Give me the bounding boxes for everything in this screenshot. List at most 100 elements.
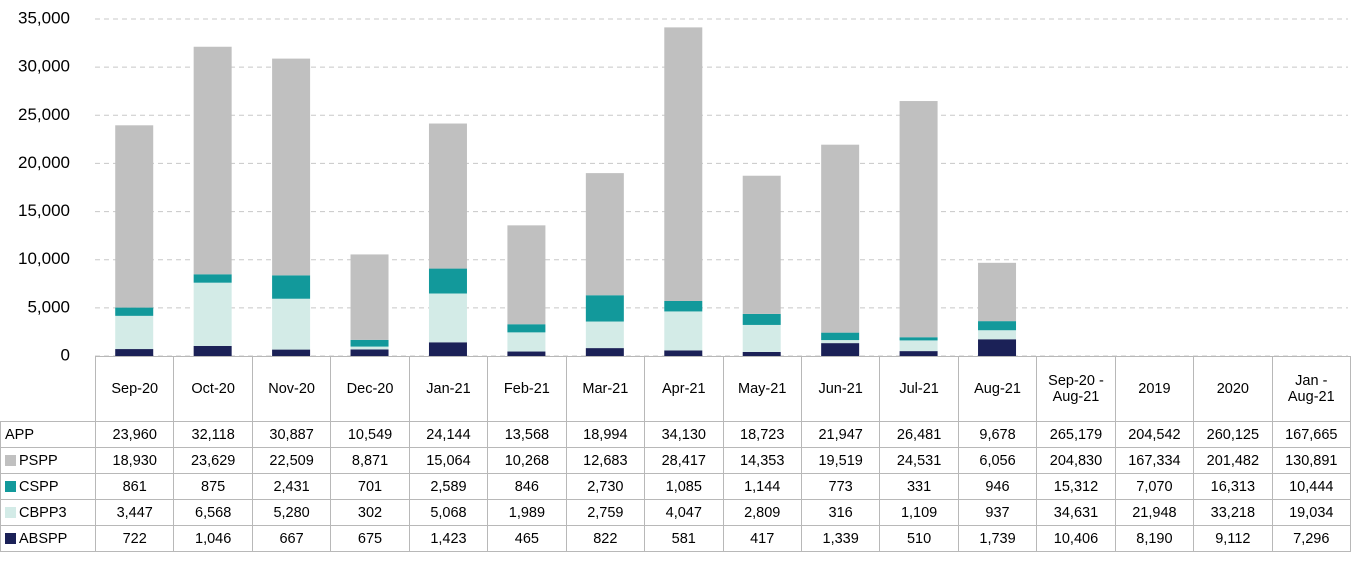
table-cell: 21,947 bbox=[800, 421, 881, 448]
table-row: ABSPP 722 1,046 667 675 1,423 465 822 581 417 1,33… bbox=[0, 525, 1351, 552]
table-cell: 33,218 bbox=[1193, 499, 1273, 526]
bar-segment bbox=[821, 144, 860, 333]
table-cell: 2,589 bbox=[408, 473, 489, 500]
bar-segment bbox=[585, 295, 624, 322]
legend-swatch bbox=[5, 532, 16, 544]
table-cell: 2,730 bbox=[565, 473, 646, 500]
bar-segment bbox=[978, 321, 1017, 331]
bar-segment bbox=[193, 282, 232, 346]
bar-segment bbox=[899, 340, 938, 352]
table-cell: 34,130 bbox=[644, 421, 724, 448]
bar-segment bbox=[350, 346, 389, 350]
column-header: Jan - Aug-21 bbox=[1271, 356, 1351, 422]
table-cell: 6,056 bbox=[957, 447, 1038, 474]
table-cell: 875 bbox=[173, 473, 253, 500]
bar-segment bbox=[193, 345, 232, 356]
table-row: PSPP 18,930 23,629 22,509 8,871 15,064 10,268 1… bbox=[0, 447, 1351, 474]
table-cell: 260,125 bbox=[1193, 421, 1273, 448]
x-tick-label: May-21 bbox=[722, 356, 802, 422]
x-tick-label: Mar-21 bbox=[565, 356, 646, 422]
bar-segment bbox=[978, 330, 1017, 340]
table-cell: 10,444 bbox=[1271, 473, 1351, 500]
row-label: CBPP3 bbox=[0, 499, 96, 526]
table-cell: 15,064 bbox=[408, 447, 489, 474]
table-cell: 822 bbox=[565, 525, 646, 552]
column-header: Sep-20 - Aug-21 bbox=[1036, 356, 1116, 422]
bar-segment bbox=[272, 58, 311, 276]
bar-segment bbox=[507, 351, 546, 356]
table-cell: 2,809 bbox=[722, 499, 802, 526]
table-cell: 9,678 bbox=[957, 421, 1038, 448]
table-cell: 7,296 bbox=[1271, 525, 1351, 552]
bar-segment bbox=[664, 300, 703, 312]
table-cell: 946 bbox=[957, 473, 1038, 500]
y-tick-label: 5,000 bbox=[27, 297, 70, 316]
bar-segment bbox=[585, 173, 624, 296]
bar-segment bbox=[821, 332, 860, 341]
table-cell: 1,739 bbox=[957, 525, 1038, 552]
bar-segment bbox=[428, 342, 467, 356]
table-cell: 9,112 bbox=[1193, 525, 1273, 552]
y-tick-label: 0 bbox=[61, 345, 70, 364]
bar-segment bbox=[899, 337, 938, 341]
bar-segment bbox=[899, 351, 938, 356]
bar-segment bbox=[978, 339, 1017, 356]
bar-segment bbox=[272, 298, 311, 350]
table-cell: 13,568 bbox=[487, 421, 567, 448]
bar-segment bbox=[507, 332, 546, 352]
table-cell: 18,994 bbox=[565, 421, 646, 448]
table-cell: 510 bbox=[879, 525, 959, 552]
table-cell: 32,118 bbox=[173, 421, 253, 448]
y-tick-label: 10,000 bbox=[18, 249, 70, 268]
legend-swatch bbox=[5, 480, 16, 492]
row-label: PSPP bbox=[0, 447, 96, 474]
bar-segment bbox=[899, 101, 938, 338]
table-row: APP 23,960 32,118 30,887 10,549 24,144 13,568 1… bbox=[0, 421, 1351, 448]
table-cell: 19,034 bbox=[1271, 499, 1351, 526]
x-tick-label: Apr-21 bbox=[644, 356, 724, 422]
x-tick-label: Aug-21 bbox=[957, 356, 1038, 422]
row-label: ABSPP bbox=[0, 525, 96, 552]
bar-segment bbox=[507, 324, 546, 333]
table-cell: 26,481 bbox=[879, 421, 959, 448]
table-cell: 10,268 bbox=[487, 447, 567, 474]
table-cell: 667 bbox=[251, 525, 332, 552]
table-cell: 18,930 bbox=[94, 447, 175, 474]
bar-segment bbox=[742, 313, 781, 325]
row-label: CSPP bbox=[0, 473, 96, 500]
table-cell: 6,568 bbox=[173, 499, 253, 526]
bar-segment bbox=[585, 321, 624, 349]
table-cell: 204,542 bbox=[1114, 421, 1195, 448]
table-cell: 22,509 bbox=[251, 447, 332, 474]
table-cell: 1,109 bbox=[879, 499, 959, 526]
bar-segment bbox=[115, 307, 154, 316]
header-row: Sep-20 Oct-20 Nov-20 Dec-20 Jan-21 Feb-21 Mar-… bbox=[0, 356, 1351, 422]
table-cell: 24,144 bbox=[408, 421, 489, 448]
column-header: 2020 bbox=[1193, 356, 1273, 422]
x-tick-label: Dec-20 bbox=[330, 356, 410, 422]
table-cell: 34,631 bbox=[1036, 499, 1116, 526]
table-cell: 331 bbox=[879, 473, 959, 500]
table-cell: 2,759 bbox=[565, 499, 646, 526]
table-cell: 28,417 bbox=[644, 447, 724, 474]
table-cell: 1,989 bbox=[487, 499, 567, 526]
table-cell: 14,353 bbox=[722, 447, 802, 474]
legend-label: CSPP bbox=[19, 478, 59, 495]
table-cell: 1,144 bbox=[722, 473, 802, 500]
table-cell: 701 bbox=[330, 473, 410, 500]
table-cell: 30,887 bbox=[251, 421, 332, 448]
bar-segment bbox=[507, 225, 546, 325]
x-tick-label: Nov-20 bbox=[251, 356, 332, 422]
table-cell: 465 bbox=[487, 525, 567, 552]
table-cell: 316 bbox=[800, 499, 881, 526]
table-row: CSPP 861 875 2,431 701 2,589 846 2,730 1,085 1,14… bbox=[0, 473, 1351, 500]
bar-segment bbox=[742, 351, 781, 356]
table-cell: 23,629 bbox=[173, 447, 253, 474]
legend-label: ABSPP bbox=[19, 530, 68, 547]
bar-segment bbox=[428, 293, 467, 343]
bar-segment bbox=[664, 27, 703, 301]
bar-segment bbox=[664, 350, 703, 356]
bar-segment bbox=[821, 340, 860, 344]
bar-segment bbox=[428, 123, 467, 269]
